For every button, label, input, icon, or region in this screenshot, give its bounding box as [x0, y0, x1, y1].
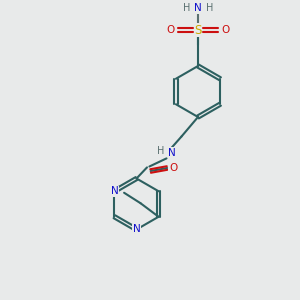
- Text: N: N: [110, 186, 118, 196]
- Text: N: N: [133, 224, 140, 235]
- Text: H: H: [206, 3, 213, 14]
- Text: S: S: [194, 23, 202, 37]
- Text: H: H: [158, 146, 165, 157]
- Text: O: O: [167, 25, 175, 35]
- Text: N: N: [168, 148, 176, 158]
- Text: H: H: [183, 3, 190, 14]
- Text: O: O: [221, 25, 229, 35]
- Text: N: N: [194, 3, 202, 14]
- Text: O: O: [169, 163, 177, 173]
